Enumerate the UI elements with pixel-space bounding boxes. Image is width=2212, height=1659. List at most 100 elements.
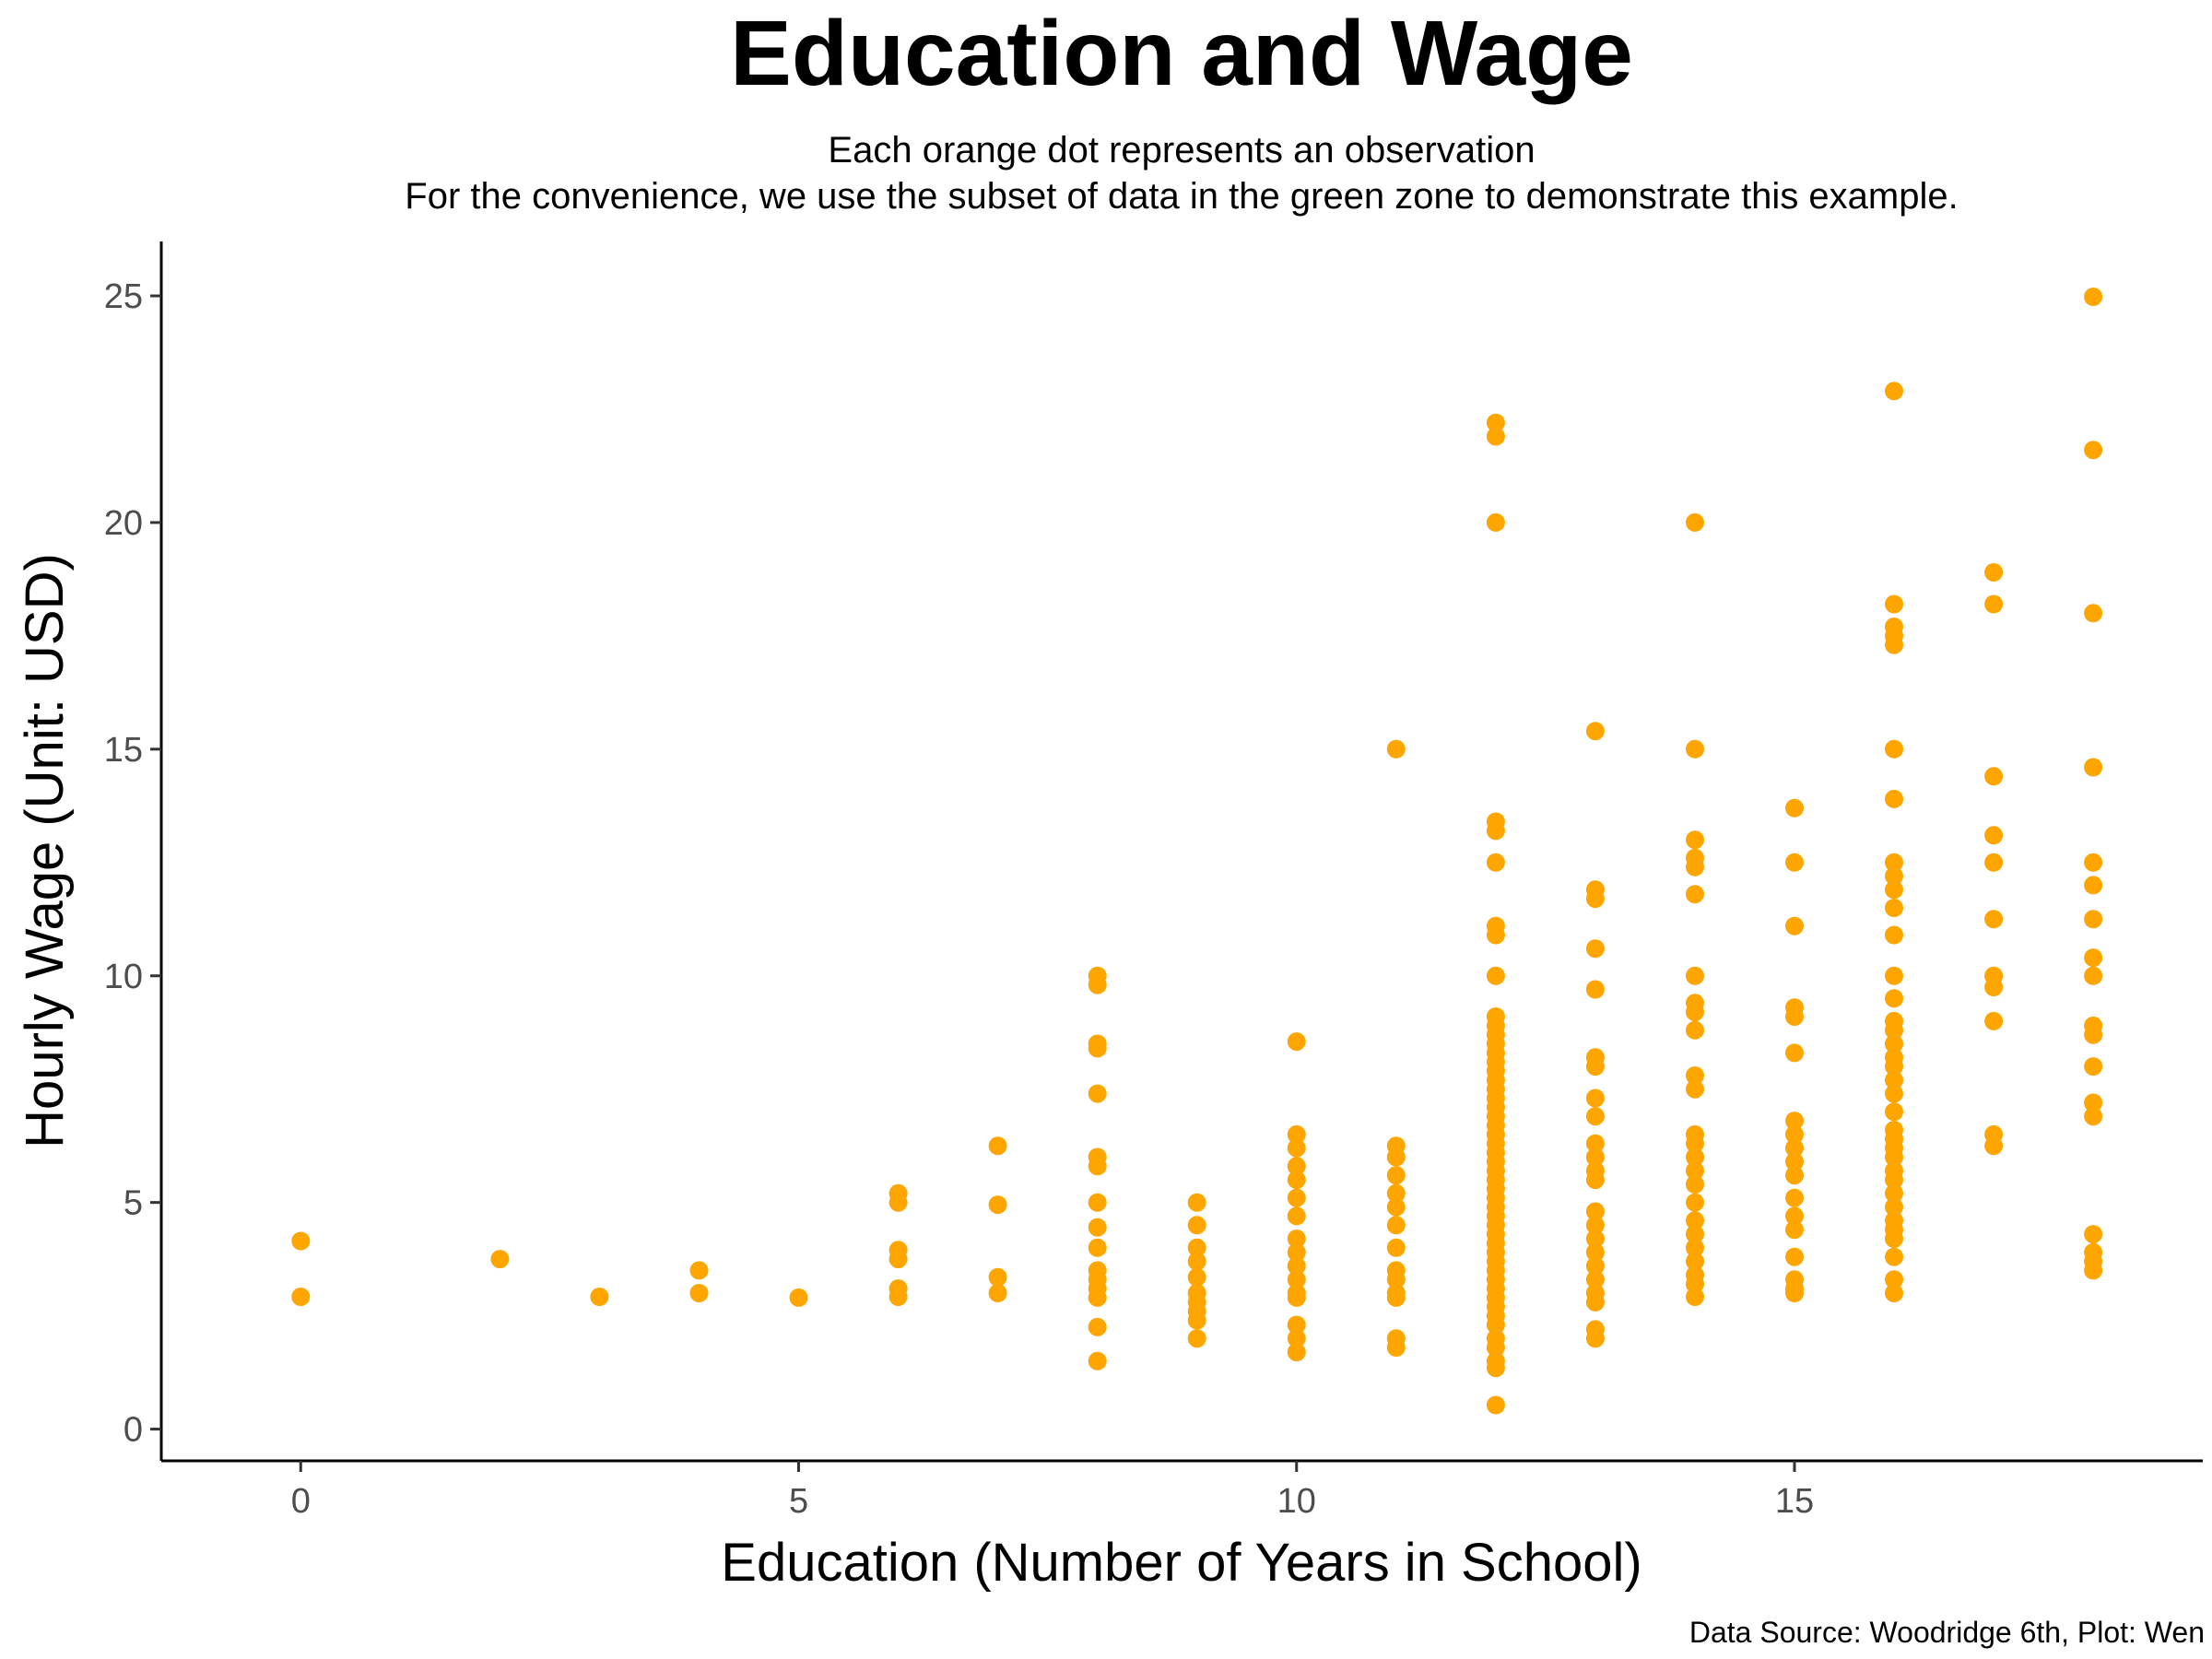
data-point [490, 1250, 510, 1269]
data-points [291, 288, 2103, 1415]
data-point [1984, 978, 2004, 996]
data-point [1885, 739, 1903, 759]
data-point [1984, 563, 2004, 582]
data-point [1885, 925, 1903, 945]
data-point [1486, 1395, 1505, 1415]
data-point [1885, 1034, 1903, 1053]
data-point [1088, 1039, 1107, 1058]
chart-subtitle-line2: For the convenience, we use the subset o… [405, 176, 1958, 217]
data-point [2084, 1261, 2103, 1280]
data-point [1785, 1247, 1804, 1266]
data-point [1885, 989, 1903, 1008]
data-point [1785, 1188, 1804, 1207]
data-point [2084, 1025, 2103, 1044]
data-point [1785, 1166, 1804, 1185]
data-point [1686, 857, 1704, 877]
data-point [1287, 1124, 1306, 1144]
data-point [988, 1267, 1007, 1287]
data-point [988, 1195, 1007, 1215]
data-point [1885, 1147, 1903, 1167]
data-point [1287, 1343, 1306, 1361]
data-point [1585, 1256, 1605, 1276]
data-point [1187, 1252, 1206, 1271]
data-point [1885, 1247, 1903, 1266]
data-point [1885, 866, 1903, 886]
data-point [1088, 1084, 1107, 1103]
data-point [1686, 1275, 1704, 1294]
data-point [1088, 1238, 1107, 1257]
data-point [1585, 1107, 1605, 1126]
data-point [1088, 1157, 1107, 1176]
data-point [1785, 853, 1804, 872]
data-point [1686, 1147, 1704, 1167]
data-point [1885, 789, 1903, 808]
data-point [1088, 1218, 1107, 1237]
data-point [1287, 1171, 1306, 1190]
data-point [689, 1284, 709, 1302]
x-tick-label: 5 [789, 1482, 808, 1521]
data-point [1885, 966, 1903, 985]
data-point [2084, 1107, 2103, 1126]
data-point [1585, 980, 1605, 999]
data-point [789, 1288, 808, 1307]
data-point [1686, 1161, 1704, 1181]
data-point [1785, 1007, 1804, 1026]
data-point [1585, 1088, 1605, 1108]
y-axis-ticks: 0 5 10 15 20 25 [104, 277, 161, 1450]
data-point [1885, 1070, 1903, 1089]
data-point [1386, 1166, 1406, 1185]
data-point [1585, 1147, 1605, 1167]
y-axis-title: Hourly Wage (Unit: USD) [15, 553, 75, 1148]
data-point [1585, 1292, 1605, 1312]
data-point [1785, 1284, 1804, 1302]
data-point [1686, 1288, 1704, 1306]
data-point [1287, 1032, 1306, 1052]
data-point [1984, 1136, 2004, 1156]
data-point [1187, 1267, 1206, 1287]
data-point [1885, 1084, 1903, 1103]
data-point [1585, 722, 1605, 741]
data-point [1686, 1079, 1704, 1099]
data-point [1486, 925, 1505, 945]
data-point [2084, 604, 2103, 623]
data-point [1686, 1193, 1704, 1212]
data-point [1885, 1197, 1903, 1217]
data-point [2084, 876, 2103, 895]
y-tick-label: 25 [104, 277, 143, 316]
data-point [291, 1288, 311, 1306]
data-point [1686, 1238, 1704, 1257]
data-point [1686, 512, 1704, 532]
data-point [1187, 1311, 1206, 1330]
data-point [1984, 826, 2004, 845]
data-point [2084, 1057, 2103, 1077]
data-point [1885, 1102, 1903, 1122]
data-point [1785, 1206, 1804, 1226]
data-point [1187, 1238, 1206, 1257]
data-point [1287, 1206, 1306, 1226]
x-tick-label: 10 [1277, 1482, 1316, 1521]
data-point [1686, 1225, 1704, 1244]
data-point [1984, 910, 2004, 929]
data-point [1885, 1057, 1903, 1077]
data-point [1486, 821, 1505, 841]
data-point [1287, 1256, 1306, 1276]
data-point [1885, 635, 1903, 654]
data-point [1984, 767, 2004, 786]
data-point [888, 1250, 908, 1269]
data-point [1585, 1230, 1605, 1248]
data-point [1785, 798, 1804, 818]
data-point [1686, 830, 1704, 850]
data-point [1287, 1138, 1306, 1158]
data-point [1585, 1057, 1605, 1077]
data-point [1585, 939, 1605, 959]
data-point [1885, 1183, 1903, 1203]
data-point [1785, 1043, 1804, 1063]
data-point [1984, 1011, 2004, 1030]
data-point [291, 1231, 311, 1251]
data-point [888, 1288, 908, 1306]
data-point [1585, 1216, 1605, 1235]
data-point [1686, 1252, 1704, 1271]
y-tick-label: 0 [124, 1411, 143, 1450]
data-point [1984, 853, 2004, 872]
